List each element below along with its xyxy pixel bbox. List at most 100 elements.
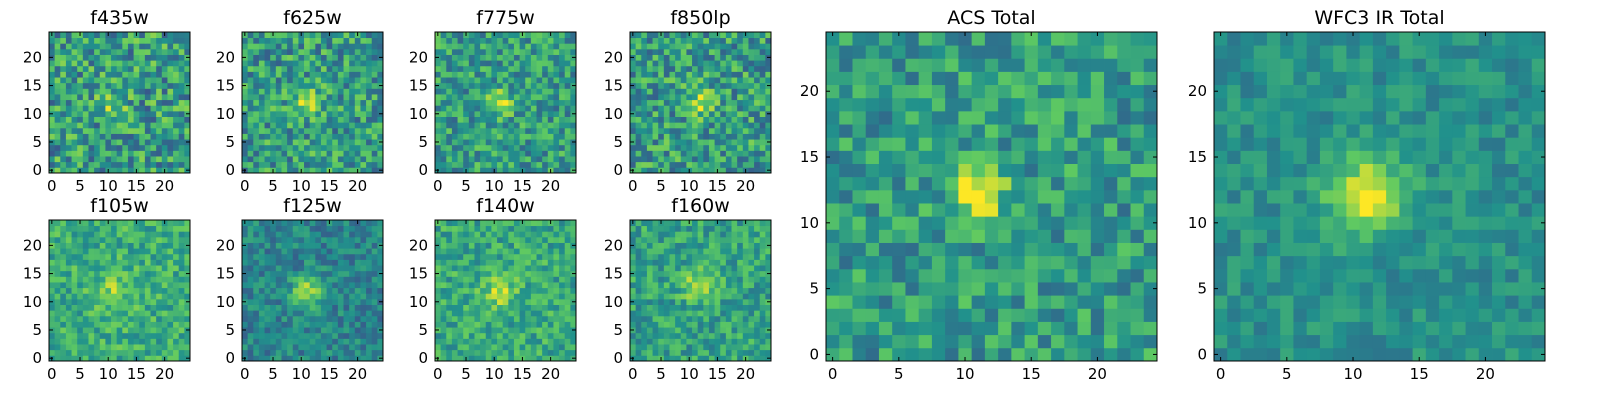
heatmap-cell [440,315,447,322]
heatmap-cell [446,71,453,78]
heatmap-cell [742,71,749,78]
heatmap-cell [304,338,311,345]
heatmap-cell [111,253,118,260]
heatmap-cell [703,304,710,311]
heatmap-cell [646,133,653,140]
heatmap-cell [309,144,316,151]
heatmap-cell [748,71,755,78]
heatmap-cell [457,156,464,163]
heatmap-cell [759,293,766,300]
heatmap-cell [298,298,305,305]
heatmap-cell [173,242,180,249]
heatmap-cell [564,344,571,351]
heatmap-cell [703,65,710,72]
heatmap-cell [513,265,520,272]
heatmap-cell [446,161,453,168]
heatmap-cell [360,349,367,356]
heatmap-cell [519,282,526,289]
heatmap-cell [264,276,271,283]
heatmap-cell [742,88,749,95]
heatmap-cell [54,265,61,272]
heatmap-cell [178,231,185,238]
heatmap-cell [343,32,350,39]
heatmap-cell [270,43,277,50]
heatmap-cell [720,167,727,174]
heatmap-cell [139,349,146,356]
heatmap-cell [88,321,95,328]
heatmap-cell [570,282,577,289]
heatmap-cell [99,139,106,146]
heatmap-cell [54,231,61,238]
heatmap-cell [480,32,487,39]
heatmap-cell [111,321,118,328]
heatmap-cell [502,99,509,106]
heatmap-cell [275,54,282,61]
heatmap-cell [377,349,384,356]
heatmap-cell [105,82,112,89]
heatmap-cell [508,248,515,255]
heatmap-cell [542,77,549,84]
heatmap-cell [530,293,537,300]
heatmap-cell [559,37,566,44]
heatmap-cell [122,110,129,117]
heatmap-cell [161,344,168,351]
heatmap-cell [173,332,180,339]
heatmap-cell [94,242,101,249]
heatmap-cell [337,94,344,101]
heatmap-cell [258,32,265,39]
heatmap-cell [60,265,67,272]
heatmap-cell [315,287,322,294]
heatmap-cell [502,54,509,61]
heatmap-cell [309,265,316,272]
heatmap-cell [468,242,475,249]
heatmap-cell [697,48,704,55]
heatmap-cell [258,282,265,289]
heatmap-cell [703,315,710,322]
heatmap-cell [564,315,571,322]
heatmap-cell [173,139,180,146]
heatmap-cell [570,88,577,95]
heatmap-cell [304,270,311,277]
heatmap-cell [242,65,249,72]
heatmap-cell [720,60,727,67]
heatmap-cell [94,253,101,260]
heatmap-cell [765,282,772,289]
heatmap-cell [641,77,648,84]
heatmap-cell [731,54,738,61]
heatmap-cell [309,349,316,356]
heatmap-cell [547,293,554,300]
heatmap-cell [463,144,470,151]
heatmap-cell [139,156,146,163]
heatmap-cell [270,338,277,345]
heatmap-cell [641,48,648,55]
heatmap-cell [765,65,772,72]
heatmap-cell [491,99,498,106]
heatmap-cell [641,116,648,123]
heatmap-cell [686,48,693,55]
heatmap-cell [658,321,665,328]
heatmap-cell [457,60,464,67]
heatmap-cell [658,48,665,55]
heatmap-cell [60,304,67,311]
heatmap-cell [309,116,316,123]
heatmap-cell [94,315,101,322]
y-tick-label: 5 [32,321,42,339]
heatmap-cell [161,327,168,334]
heatmap-cell [703,122,710,129]
heatmap-cell [258,161,265,168]
heatmap-cell [275,99,282,106]
heatmap-cell [536,332,543,339]
heatmap-cell [641,144,648,151]
y-tick-label: 0 [225,161,235,179]
heatmap-cell [652,105,659,112]
heatmap-cell [65,77,72,84]
heatmap-cell [326,327,333,334]
heatmap-cell [463,48,470,55]
heatmap-cell [258,82,265,89]
heatmap-cell [663,355,670,362]
heatmap-cell [686,99,693,106]
heatmap-cell [349,150,356,157]
heatmap-cell [765,315,772,322]
heatmap-cell [553,122,560,129]
heatmap-cell [65,139,72,146]
